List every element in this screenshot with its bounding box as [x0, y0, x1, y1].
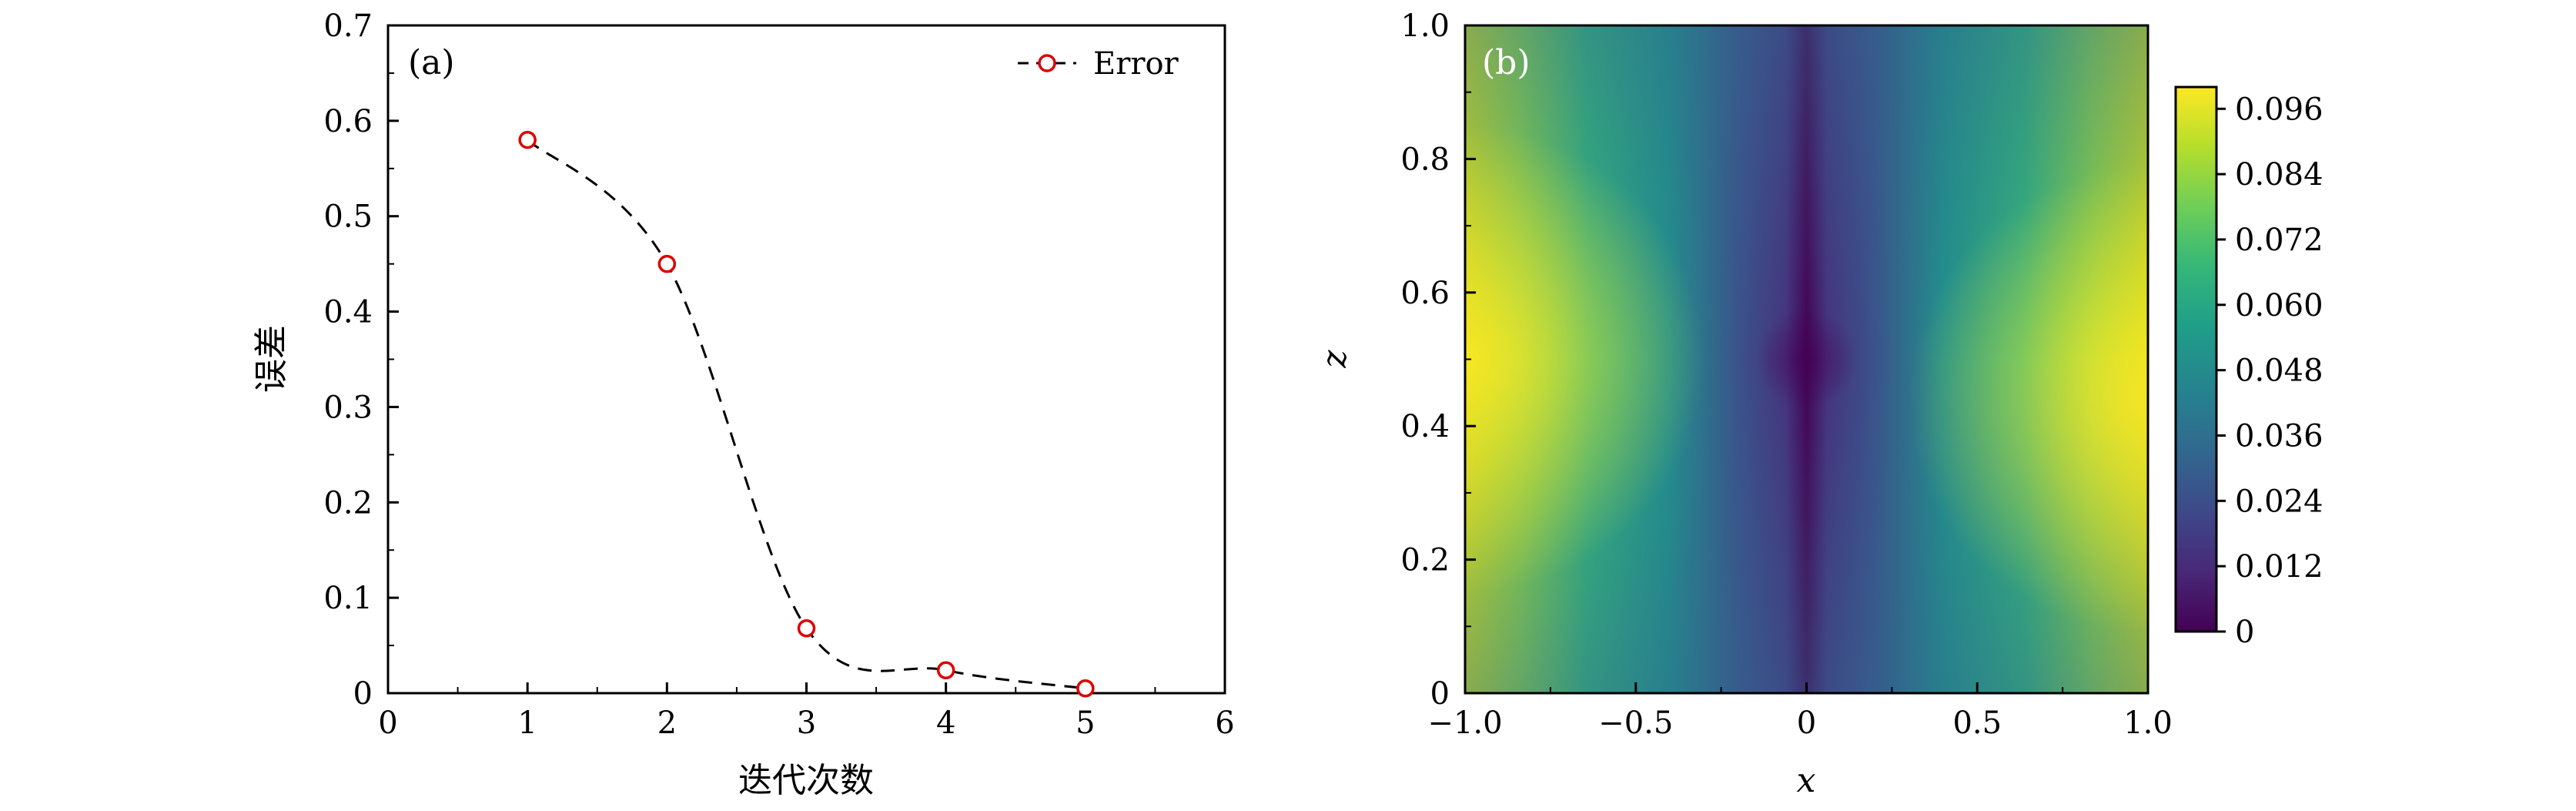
- y-tick-label-a: 0.2: [323, 485, 373, 521]
- legend: Error: [1018, 46, 1179, 82]
- x-tick-label-a: 4: [936, 705, 955, 741]
- data-point-error: [657, 254, 677, 273]
- colorbar-tick-label: 0.060: [2235, 288, 2323, 323]
- series-markers-error: [518, 130, 1095, 698]
- error-line-chart: 0 1 2 3 4 5 6 0 0.1 0.2 0.3 0.4 0.5 0.6 0.7 (a) Error…: [252, 8, 1235, 800]
- colorbar: 0 0.012 0.024 0.036 0.048 0.060 0.072 0.084 0.09…: [2174, 85, 2323, 650]
- y-tick-label-a: 0.3: [323, 390, 373, 425]
- data-point-error: [797, 619, 816, 638]
- plot-frame-a: [386, 24, 1226, 695]
- y-tick-label-b: 0.6: [1400, 276, 1450, 311]
- colorbar-tick-label: 0.048: [2235, 354, 2323, 389]
- y-tick-label-b: 0.2: [1400, 543, 1450, 578]
- x-tick-label-a: 6: [1215, 705, 1234, 741]
- y-tick-label-a: 0.4: [323, 295, 373, 330]
- colorbar-tick-label: 0.084: [2235, 157, 2323, 193]
- legend-marker: [1038, 54, 1056, 72]
- x-axis-a: 0 1 2 3 4 5 6: [378, 682, 1235, 741]
- x-axis-b: −1.0 −0.5 0 0.5 1.0: [1427, 682, 2173, 741]
- legend-label: Error: [1093, 46, 1179, 82]
- colorbar-tick-label: 0: [2235, 615, 2254, 650]
- x-tick-label-b: 0: [1797, 705, 1816, 741]
- x-tick-label-b: −0.5: [1598, 705, 1673, 741]
- y-axis-label-b: z: [1315, 350, 1354, 369]
- x-tick-label-a: 2: [657, 705, 677, 741]
- y-tick-label-b: 0.4: [1400, 409, 1450, 444]
- colorbar-ticks: 0 0.012 0.024 0.036 0.048 0.060 0.072 0.084 0.09…: [2216, 92, 2323, 650]
- x-tick-label-a: 5: [1076, 705, 1095, 741]
- x-axis-label-a: 迭代次数: [738, 761, 874, 800]
- x-tick-label-a: 3: [797, 705, 816, 741]
- colorbar-tick-label: 0.096: [2235, 92, 2323, 127]
- x-tick-label-a: 1: [517, 705, 537, 741]
- series-line-error: [527, 139, 1086, 690]
- x-axis-label-b: x: [1797, 761, 1816, 800]
- data-point-error: [1076, 679, 1095, 698]
- colorbar-gradient: [2174, 85, 2218, 633]
- y-tick-label-a: 0.1: [323, 581, 373, 616]
- y-tick-label-b: 0.8: [1400, 142, 1450, 177]
- data-point-error: [518, 130, 537, 149]
- y-tick-label-b: 1.0: [1400, 8, 1450, 44]
- data-point-error: [936, 661, 955, 680]
- y-tick-label-a: 0.6: [323, 104, 373, 139]
- colorbar-tick-label: 0.024: [2235, 484, 2323, 519]
- y-tick-label-a: 0.5: [323, 199, 373, 235]
- x-tick-label-b: 0.5: [1952, 705, 2002, 741]
- heatmap-field: [1465, 25, 2148, 693]
- colorbar-tick-label: 0.012: [2235, 549, 2323, 585]
- colorbar-tick-label: 0.072: [2235, 223, 2323, 258]
- colorbar-tick-label: 0.036: [2235, 418, 2323, 454]
- y-axis-b: 0 0.2 0.4 0.6 0.8 1.0: [1400, 8, 1476, 712]
- x-tick-label-a: 0: [378, 705, 397, 741]
- y-axis-a: 0 0.1 0.2 0.3 0.4 0.5 0.6 0.7: [323, 8, 399, 712]
- x-tick-label-b: 1.0: [2123, 705, 2173, 741]
- y-tick-label-b: 0: [1430, 676, 1450, 712]
- y-axis-label-a: 误差: [252, 325, 291, 393]
- heatmap-chart: −1.0 −0.5 0 0.5 1.0 0 0.2 0.4 0.6 0.8 1.0 (b) x z…: [1315, 8, 2323, 800]
- y-tick-label-a: 0.7: [323, 8, 373, 44]
- panel-label-a: (a): [408, 43, 455, 82]
- x-tick-label-b: −1.0: [1427, 705, 1502, 741]
- y-tick-label-a: 0: [353, 676, 373, 712]
- panel-label-b: (b): [1482, 43, 1531, 82]
